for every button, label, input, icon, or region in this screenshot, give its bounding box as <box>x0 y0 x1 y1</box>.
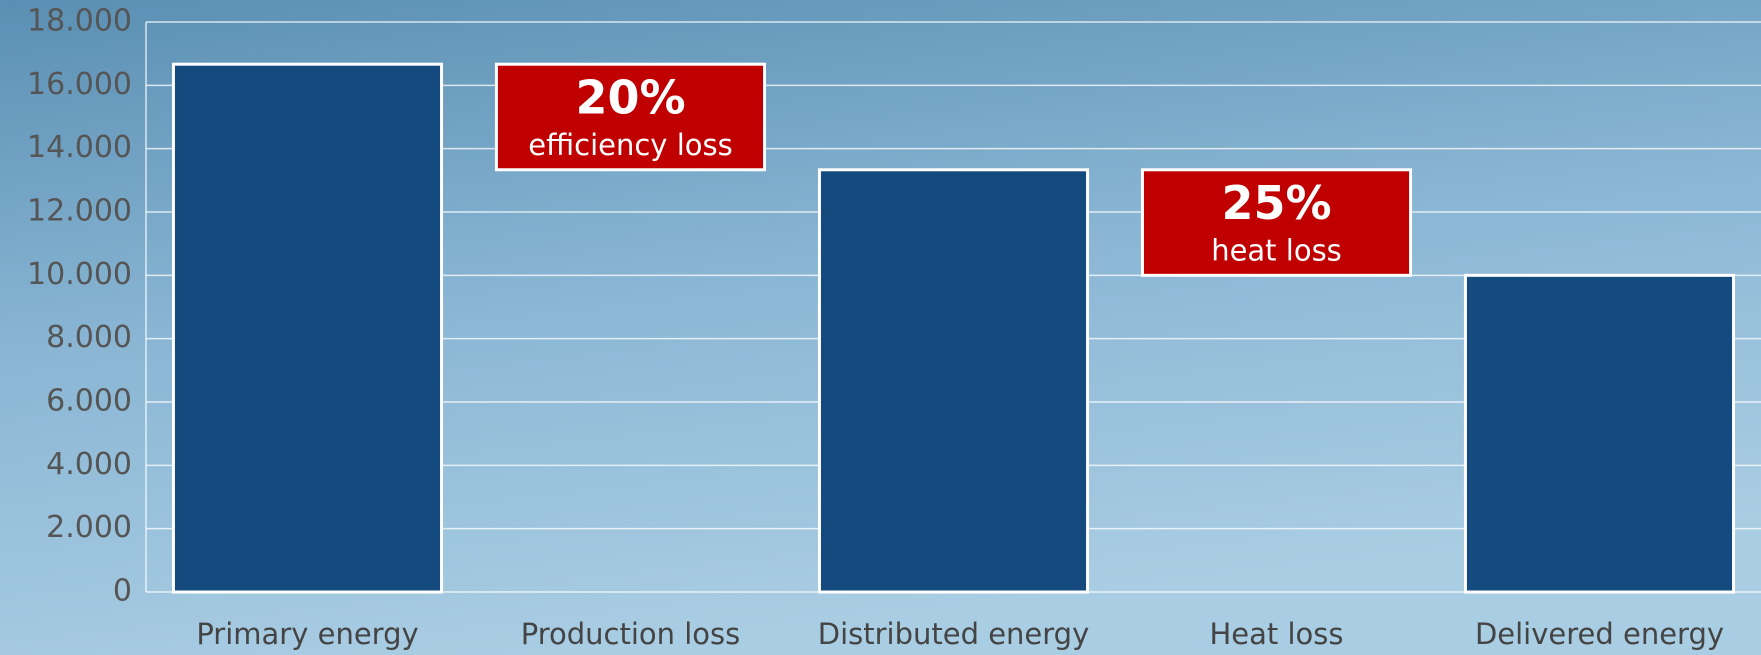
annotation-text: heat loss <box>1211 234 1342 268</box>
y-tick-label: 6.000 <box>46 384 132 419</box>
x-tick-label: Production loss <box>521 617 741 651</box>
loss-bar <box>494 62 767 172</box>
bar <box>1463 273 1736 594</box>
x-tick-label: Delivered energy <box>1475 617 1724 651</box>
y-tick-label: 0 <box>113 574 132 609</box>
y-tick-label: 2.000 <box>46 510 132 545</box>
y-tick-label: 16.000 <box>27 67 132 102</box>
bar <box>171 62 444 594</box>
annotation-title: 25% <box>1221 176 1331 230</box>
x-tick-label: Primary energy <box>196 617 418 651</box>
annotation-text: efficiency loss <box>528 128 732 162</box>
y-tick-label: 10.000 <box>27 257 132 292</box>
y-tick-label: 8.000 <box>46 320 132 355</box>
x-tick-label: Heat loss <box>1209 617 1343 651</box>
y-tick-label: 12.000 <box>27 194 132 229</box>
y-tick-label: 14.000 <box>27 130 132 165</box>
y-tick-label: 18.000 <box>27 4 132 39</box>
loss-bar <box>1140 168 1413 277</box>
bar <box>817 168 1090 594</box>
annotation-title: 20% <box>575 70 685 124</box>
x-tick-label: Distributed energy <box>818 617 1090 651</box>
y-tick-label: 4.000 <box>46 447 132 482</box>
